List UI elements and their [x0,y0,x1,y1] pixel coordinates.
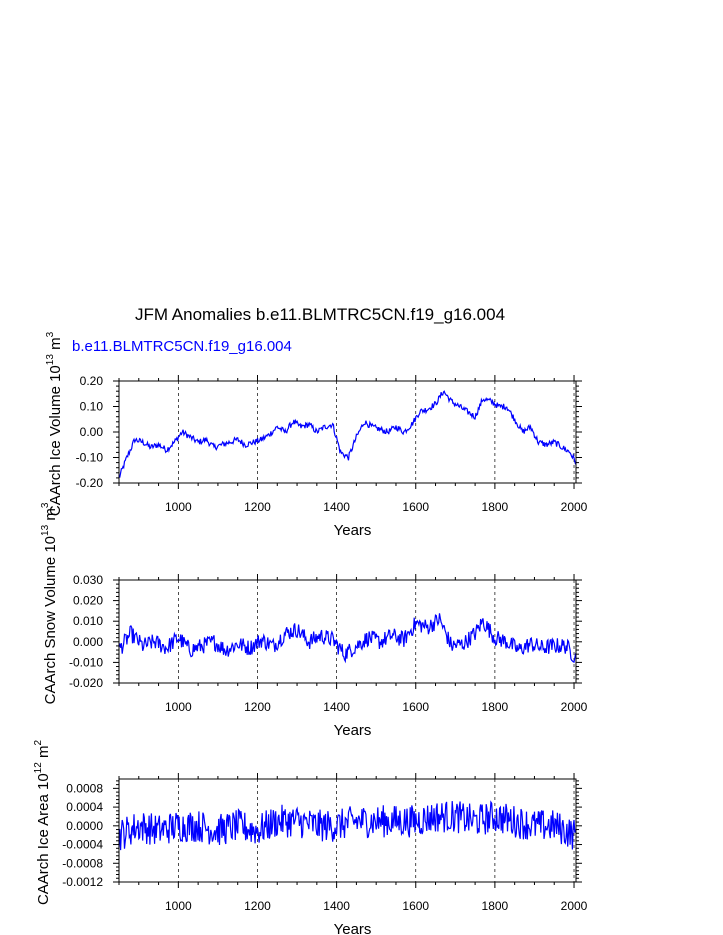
x-tick-label: 1400 [323,500,350,514]
series-line [118,390,577,478]
x-tick-label: 1200 [244,700,271,714]
y-axis-label-unit-exponent: 3 [40,502,51,508]
y-tick-label: 0.000 [73,635,103,649]
x-tick-label: 2000 [561,500,588,514]
x-axis-label: Years [334,921,372,935]
y-axis-label-exponent: 13 [45,354,56,366]
plot-frame [118,380,577,484]
y-axis-label-unit-exponent: 2 [33,740,44,746]
x-tick-label: 1600 [402,500,429,514]
x-tick-label: 1000 [165,899,192,913]
y-tick-label: -0.020 [69,676,103,690]
y-axis-label-text: CAArch Ice Area 10 [35,773,52,905]
y-axis-label-exponent: 13 [40,524,51,536]
chart-panel-3: 1000 1200 1400 1600 1800 2000 -0.0012 -0.0008 -0… [33,740,588,935]
y-tick-label: 0.00 [80,425,104,439]
y-tick-label: -0.20 [76,476,104,490]
y-axis-label-unit: m [47,337,64,354]
y-tick-label: 0.0004 [66,800,103,814]
y-tick-label: -0.0012 [62,875,103,889]
x-tick-label: 1400 [323,899,350,913]
y-tick-label: 0.020 [73,594,103,608]
y-tick-label: 0.0008 [66,781,103,795]
y-tick-label: -0.0008 [62,856,103,870]
x-tick-label: 2000 [561,899,588,913]
y-tick-label: 0.20 [80,374,104,388]
chart-panel-1: 1000 1200 1400 1600 1800 2000 -0.20 -0.10 0.00 0.… [45,331,588,539]
y-axis-label: CAArch Snow Volume 1013 m3 [40,502,59,704]
y-tick-label: -0.10 [76,451,104,465]
y-axis-label-unit: m [35,746,52,763]
x-tick-label: 1800 [482,500,509,514]
y-axis-label: CAArch Ice Area 1012 m2 [33,740,52,906]
x-tick-label: 1200 [244,899,271,913]
x-tick-label: 1000 [165,700,192,714]
y-axis-label-text: CAArch Ice Volume 10 [47,365,64,516]
y-axis-label-unit-exponent: 3 [45,331,56,337]
x-tick-label: 1200 [244,500,271,514]
x-tick-label: 1400 [323,700,350,714]
x-tick-label: 1800 [482,899,509,913]
plot-frame [118,778,577,883]
x-tick-label: 1000 [165,500,192,514]
x-tick-label: 1800 [482,700,509,714]
y-tick-label: -0.010 [69,655,103,669]
plot-frame [118,579,577,684]
x-axis-label: Years [334,722,372,739]
series-line [118,800,577,851]
series-line [118,613,577,664]
page-title: JFM Anomalies b.e11.BLMTRC5CN.f19_g16.00… [134,305,506,324]
series-name-label: b.e11.BLMTRC5CN.f19_g16.004 [72,338,292,355]
chart-panel-2: 1000 1200 1400 1600 1800 2000 -0.020 -0.010 0.00… [40,502,588,739]
y-axis-label-exponent: 12 [33,762,44,774]
y-tick-label: 0.030 [73,573,103,587]
y-tick-label: 0.010 [73,614,103,628]
x-tick-label: 1600 [402,899,429,913]
x-tick-label: 2000 [561,700,588,714]
y-axis-label-text: CAArch Snow Volume 10 [42,536,59,704]
y-axis-label-unit: m [42,508,59,525]
y-tick-label: 0.10 [80,400,104,414]
y-axis-label: CAArch Ice Volume 1013 m3 [45,331,64,516]
y-tick-label: -0.0004 [62,838,103,852]
x-tick-label: 1600 [402,700,429,714]
y-tick-label: 0.0000 [66,819,103,833]
x-axis-label: Years [334,522,372,539]
